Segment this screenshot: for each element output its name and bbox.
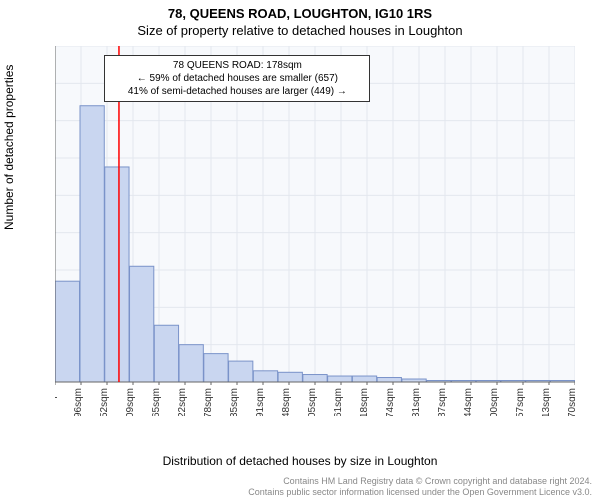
annotation-line3: 41% of semi-detached houses are larger (… — [111, 85, 363, 98]
annotation-line2: ← 59% of detached houses are smaller (65… — [111, 72, 363, 85]
svg-text:774sqm: 774sqm — [385, 388, 396, 416]
svg-text:605sqm: 605sqm — [307, 388, 318, 416]
chart-title: 78, QUEENS ROAD, LOUGHTON, IG10 1RS — [0, 0, 600, 21]
chart-subtitle: Size of property relative to detached ho… — [0, 21, 600, 38]
svg-text:1000sqm: 1000sqm — [489, 388, 500, 416]
footer-line1: Contains HM Land Registry data © Crown c… — [248, 476, 592, 487]
svg-text:1113sqm: 1113sqm — [541, 388, 552, 416]
svg-text:661sqm: 661sqm — [333, 388, 344, 416]
svg-text:1057sqm: 1057sqm — [515, 388, 526, 416]
annotation-box: 78 QUEENS ROAD: 178sqm ← 59% of detached… — [104, 55, 370, 102]
y-axis-label: Number of detached properties — [2, 65, 16, 230]
svg-text:548sqm: 548sqm — [281, 388, 292, 416]
annotation-line1: 78 QUEENS ROAD: 178sqm — [111, 59, 363, 72]
svg-text:1170sqm: 1170sqm — [567, 388, 575, 416]
svg-text:39sqm: 39sqm — [55, 388, 58, 416]
svg-text:944sqm: 944sqm — [463, 388, 474, 416]
svg-text:491sqm: 491sqm — [255, 388, 266, 416]
footer-attribution: Contains HM Land Registry data © Crown c… — [248, 476, 592, 498]
svg-text:831sqm: 831sqm — [411, 388, 422, 416]
svg-text:435sqm: 435sqm — [229, 388, 240, 416]
svg-text:152sqm: 152sqm — [99, 388, 110, 416]
svg-text:887sqm: 887sqm — [437, 388, 448, 416]
svg-text:96sqm: 96sqm — [73, 388, 84, 416]
footer-line2: Contains public sector information licen… — [248, 487, 592, 498]
svg-text:378sqm: 378sqm — [203, 388, 214, 416]
x-axis-label: Distribution of detached houses by size … — [0, 454, 600, 468]
svg-text:209sqm: 209sqm — [125, 388, 136, 416]
svg-text:322sqm: 322sqm — [177, 388, 188, 416]
chart-container: 78, QUEENS ROAD, LOUGHTON, IG10 1RS Size… — [0, 0, 600, 500]
svg-text:265sqm: 265sqm — [151, 388, 162, 416]
svg-text:718sqm: 718sqm — [359, 388, 370, 416]
plot-area: 05010015020025030035040045039sqm96sqm152… — [55, 46, 575, 416]
